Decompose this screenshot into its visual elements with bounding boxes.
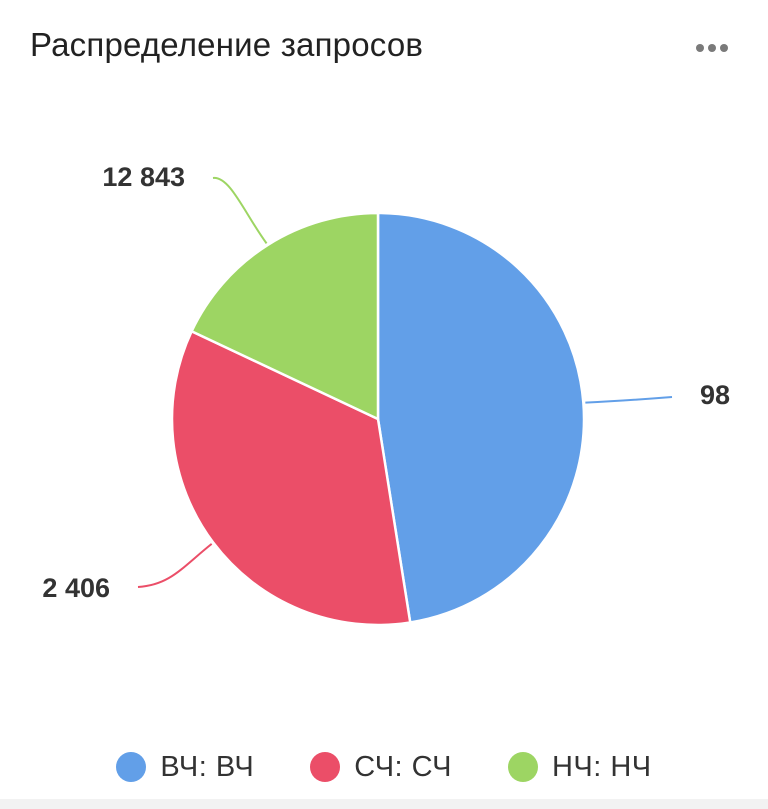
legend-label: СЧ: СЧ [354,750,452,783]
footer-divider [0,799,768,809]
legend-item-2[interactable]: СЧ: СЧ [310,751,452,784]
legend-label: НЧ: НЧ [551,750,652,783]
widget-menu-button[interactable] [692,34,732,62]
label-connector-1 [585,396,673,404]
legend-item-1[interactable]: ВЧ: ВЧ [116,751,254,784]
pie-slice-2[interactable] [170,329,412,627]
widget-title: Распределение запросов [30,26,424,63]
pie-slice-1[interactable] [376,211,586,624]
legend-label: ВЧ: ВЧ [160,750,255,783]
label-connector-2 [137,543,213,588]
data-label-2: 2 406 [42,573,110,603]
data-label-1: 98 [700,380,730,410]
legend-swatch-icon [310,752,341,782]
pie-chart: 98 2 406 12 843 [42,162,730,627]
more-horizontal-icon [696,44,728,52]
data-label-3: 12 843 [102,162,185,192]
pie-slice-3[interactable] [189,211,380,421]
legend-swatch-icon [116,752,147,782]
legend-swatch-icon [507,752,538,782]
chart-legend: ВЧ: ВЧ СЧ: СЧ НЧ: НЧ [0,745,768,789]
legend-item-3[interactable]: НЧ: НЧ [507,750,652,784]
label-connector-3 [212,176,268,244]
